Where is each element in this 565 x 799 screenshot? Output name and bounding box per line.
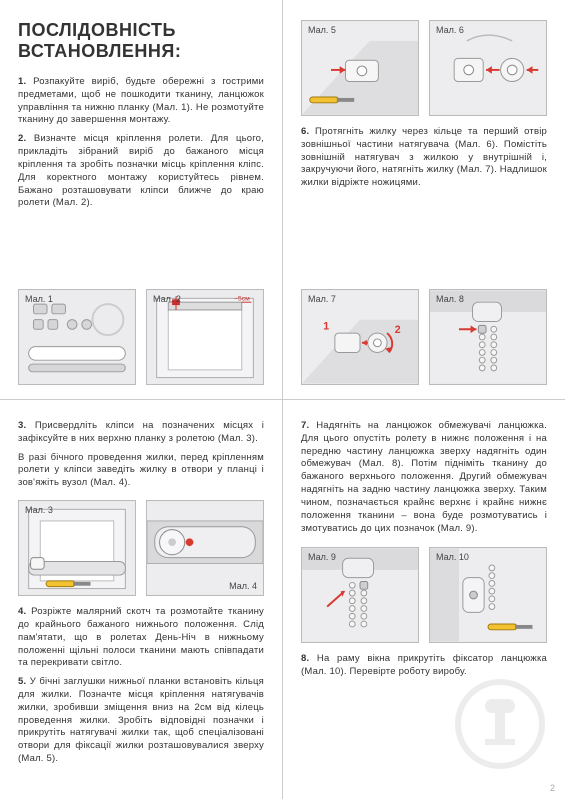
figure-5: Мал. 5 (301, 20, 419, 116)
quadrant-4: 7. Надягніть на ланцюжок обмежувачі ланц… (283, 400, 565, 799)
quadrant-1: ПОСЛІДОВНІСТЬ ВСТАНОВЛЕННЯ: 1. Розпакуйт… (0, 0, 282, 399)
step-6: 6. Протягніть жилку через кільце та перш… (301, 126, 547, 190)
figure-1-svg (19, 290, 135, 384)
fig-row-2b: Мал. 7 1 2 Мал. 8 (301, 289, 547, 385)
page-number: 2 (550, 783, 555, 793)
quadrant-2: Мал. 5 Мал. 6 (283, 0, 565, 399)
figure-3-svg (19, 501, 135, 595)
figure-2-svg: ~5см (147, 290, 263, 384)
step-4: 4. Розріжте малярний скотч та розмотайте… (18, 606, 264, 670)
figure-3: Мал. 3 (18, 500, 136, 596)
quadrant-3: 3. Присвердліть кліпси на позначених міс… (0, 400, 282, 799)
figure-10-svg (430, 548, 546, 642)
step-1: 1. Розпакуйте виріб, будьте обережні з г… (18, 76, 264, 127)
fig-row-4: Мал. 9 Мал. 10 (301, 547, 547, 643)
page-title: ПОСЛІДОВНІСТЬ ВСТАНОВЛЕННЯ: (18, 20, 264, 62)
step-3: 3. Присвердліть кліпси на позначених міс… (18, 420, 264, 446)
figure-6-svg (430, 21, 546, 115)
figure-6: Мал. 6 (429, 20, 547, 116)
figure-8-svg (430, 290, 546, 384)
instruction-page: ПОСЛІДОВНІСТЬ ВСТАНОВЛЕННЯ: 1. Розпакуйт… (0, 0, 565, 799)
fig-row-3: Мал. 3 Мал. 4 (18, 500, 264, 596)
figure-1: Мал. 1 (18, 289, 136, 385)
step-2: 2. Визначте місця кріплення ролети. Для … (18, 133, 264, 210)
step-3b: В разі бічного проведення жилки, перед к… (18, 452, 264, 490)
fig-row-1: Мал. 1 Мал. 2 (18, 289, 264, 385)
fig-row-2a: Мал. 5 Мал. 6 (301, 20, 547, 116)
figure-7-svg: 1 2 (302, 290, 418, 384)
svg-text:1: 1 (323, 320, 329, 332)
watermark-icon (455, 679, 545, 769)
svg-text:2: 2 (395, 324, 401, 336)
step-7: 7. Надягніть на ланцюжок обмежувачі ланц… (301, 420, 547, 535)
step-8: 8. На раму вікна прикрутіть фіксатор лан… (301, 653, 547, 679)
figure-9-svg (302, 548, 418, 642)
figure-5-svg (302, 21, 418, 115)
dim-label: ~5см (234, 295, 250, 302)
figure-9: Мал. 9 (301, 547, 419, 643)
figure-8: Мал. 8 (429, 289, 547, 385)
figure-7: Мал. 7 1 2 (301, 289, 419, 385)
step-5: 5. У бічні заглушки нижньої планки встан… (18, 676, 264, 766)
figure-10: Мал. 10 (429, 547, 547, 643)
figure-4: Мал. 4 (146, 500, 264, 596)
figure-2: Мал. 2 ~5см (146, 289, 264, 385)
